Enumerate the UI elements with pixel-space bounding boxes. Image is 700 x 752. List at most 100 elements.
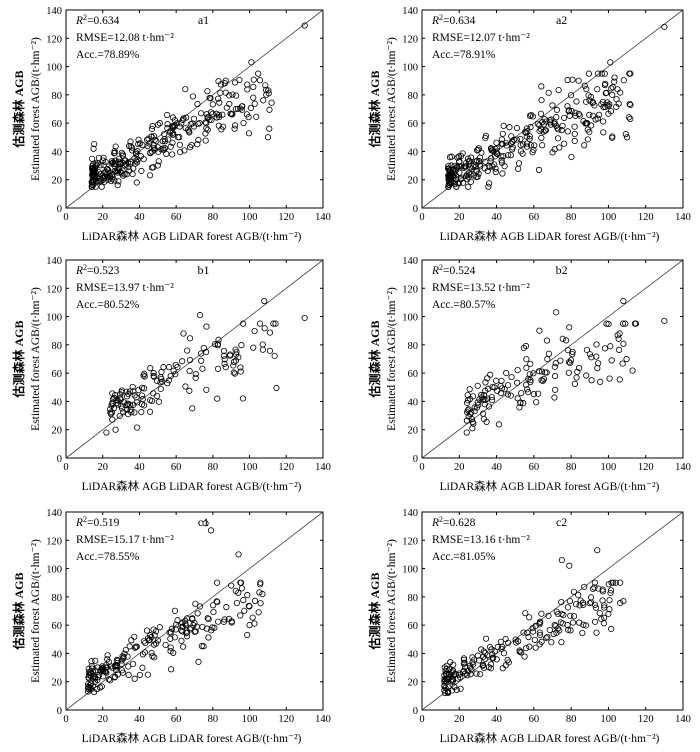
data-point [622,320,629,327]
data-point [96,684,104,691]
r2-stat: R2=0.519 [75,515,120,530]
data-point [566,597,574,605]
x-tick-label: 40 [491,212,502,223]
data-point [273,384,280,392]
data-point [500,122,507,129]
data-point [500,153,507,160]
data-point [268,99,275,106]
data-point [469,425,476,432]
scatter-points [441,547,627,697]
data-point [524,128,531,135]
data-point [615,335,622,342]
data-point [537,110,545,117]
data-point [529,149,536,156]
data-point [250,76,257,83]
data-point [223,104,230,111]
data-point [148,650,155,657]
data-point [467,178,474,185]
data-point [244,86,251,93]
data-point [182,383,189,390]
data-point [561,114,568,122]
data-point [570,613,578,620]
data-point [246,622,253,629]
y-tick-label: 60 [52,119,63,130]
data-point [215,618,222,625]
panel-c2: 0 20 40 60 80 100 120 140 0 20 40 60 80 100 120 140 R2=0… [367,508,691,745]
data-point [118,149,125,156]
data-point [93,686,101,693]
panel-label: b2 [556,263,568,277]
scatter-points [84,520,266,696]
data-point [222,77,229,84]
data-point [209,110,216,117]
data-point [543,337,551,344]
data-point [123,393,131,400]
data-point [464,155,472,162]
data-point [97,170,104,178]
data-point [174,134,182,141]
data-point [558,610,565,618]
y-tick-label: 140 [402,256,418,267]
data-point [111,177,118,184]
data-point [131,675,138,682]
data-point [198,642,205,650]
data-point [592,604,600,611]
data-point [582,98,590,105]
data-point [446,666,453,673]
data-point [472,158,479,165]
data-point [127,138,134,145]
data-point [209,624,216,631]
data-point [109,400,116,407]
r2-stat: R2=0.524 [431,263,476,278]
reference-line-1to1 [65,259,324,459]
data-point [584,136,591,143]
data-point [118,405,126,412]
data-point [607,589,614,597]
data-point [139,396,146,403]
data-point [626,100,633,108]
data-point [565,626,572,633]
data-point [571,123,578,130]
data-point [522,610,529,617]
accuracy-stat: Acc.=78.55% [76,551,140,563]
data-point [529,113,537,120]
data-point [89,675,97,682]
panel-label: a2 [556,13,567,27]
data-point [604,101,611,109]
data-point [503,369,510,377]
data-point [531,142,538,149]
data-point [514,366,521,374]
data-point [583,372,590,379]
data-point [601,345,609,352]
data-point [221,616,228,623]
data-point [515,638,522,645]
data-point [569,348,576,356]
data-point [620,340,627,347]
y-tick-label: 40 [408,649,419,660]
x-tick-label: 120 [278,462,294,473]
data-point [592,116,599,123]
data-point [176,141,184,148]
data-point [167,635,174,642]
data-point [104,652,111,659]
data-point [211,341,219,348]
data-point [469,661,477,668]
plot-frame [421,511,684,711]
data-point [183,633,191,640]
data-point [134,156,141,163]
data-point [131,633,138,640]
x-tick-label: 60 [529,462,540,473]
data-point [145,637,152,644]
data-point [103,661,110,669]
data-point [129,170,136,178]
data-point [154,121,162,128]
y-tick-label: 100 [402,565,418,576]
data-point [264,134,272,141]
data-point [150,373,158,380]
data-point [454,154,461,161]
data-point [595,360,602,367]
x-tick-label: 0 [419,714,424,725]
data-point [217,89,224,96]
data-point [142,639,149,647]
data-point [167,143,174,150]
